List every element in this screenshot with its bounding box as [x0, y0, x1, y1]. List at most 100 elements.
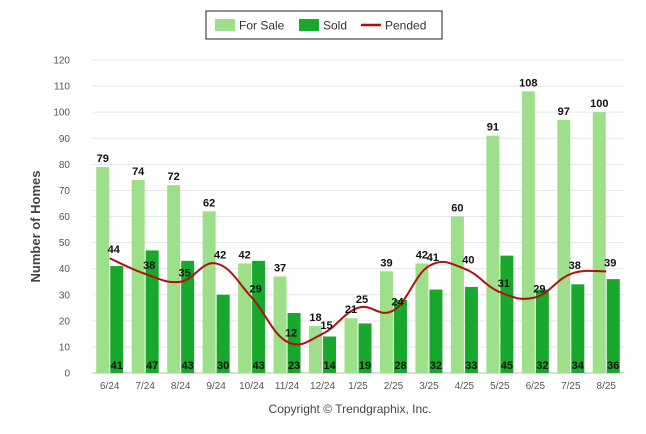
bar-for-sale — [96, 166, 110, 373]
bar-for-sale — [379, 271, 393, 373]
bar-sold — [464, 286, 478, 373]
label-sold: 14 — [323, 360, 336, 372]
bar-for-sale — [238, 263, 252, 373]
label-sold: 41 — [111, 360, 123, 372]
label-for-sale: 91 — [487, 122, 499, 134]
label-for-sale: 97 — [558, 106, 570, 118]
label-sold: 36 — [607, 360, 619, 372]
legend-swatch — [215, 19, 235, 31]
label-for-sale: 100 — [590, 98, 608, 110]
label-pended: 35 — [179, 268, 191, 280]
label-for-sale: 62 — [203, 197, 215, 209]
bar-for-sale — [273, 276, 287, 373]
bar-sold — [393, 299, 407, 373]
x-tick-label: 4/25 — [455, 381, 475, 392]
bar-sold — [110, 266, 124, 373]
x-tick-label: 6/24 — [100, 381, 120, 392]
y-axis-ticks: 0 10 20 30 40 50 60 70 80 90 100 110 120 — [53, 56, 70, 380]
x-tick-label: 9/24 — [206, 381, 226, 392]
label-sold: 23 — [288, 360, 300, 372]
bar-for-sale — [202, 211, 216, 373]
label-sold: 47 — [146, 360, 158, 372]
label-for-sale: 39 — [380, 257, 392, 269]
bar-for-sale — [309, 326, 323, 373]
bar-sold — [535, 289, 549, 373]
pended-line — [109, 257, 607, 346]
x-tick-label: 5/25 — [490, 381, 510, 392]
legend-label: Pended — [385, 19, 426, 33]
x-tick-label: 8/25 — [597, 381, 617, 392]
label-pended: 41 — [427, 252, 439, 264]
label-pended: 40 — [462, 255, 474, 267]
legend-item[interactable]: For Sale — [215, 19, 285, 33]
bar-for-sale — [592, 112, 606, 374]
copyright-text: Copyright © Trendgraphix, Inc. — [269, 402, 432, 416]
x-tick-label: 7/24 — [135, 381, 155, 392]
label-pended: 42 — [214, 249, 226, 261]
y-tick-label: 30 — [59, 290, 71, 301]
legend-item[interactable]: Pended — [361, 19, 426, 33]
legend-item[interactable]: Sold — [299, 19, 347, 33]
label-sold: 43 — [182, 360, 194, 372]
y-tick-label: 40 — [59, 264, 71, 275]
label-for-sale: 42 — [238, 249, 250, 261]
y-tick-label: 80 — [59, 160, 71, 171]
label-for-sale: 74 — [132, 166, 145, 178]
label-sold: 19 — [359, 360, 371, 372]
bar-for-sale — [557, 119, 571, 373]
y-tick-label: 50 — [59, 238, 71, 249]
y-tick-label: 10 — [59, 342, 71, 353]
label-for-sale: 21 — [345, 304, 357, 316]
x-tick-label: 12/24 — [310, 381, 335, 392]
y-tick-label: 60 — [59, 212, 71, 223]
x-tick-label: 10/24 — [239, 381, 264, 392]
bar-for-sale — [521, 91, 535, 374]
bar-for-sale — [450, 216, 464, 373]
x-tick-label: 11/24 — [275, 381, 300, 392]
legend-swatch — [299, 19, 319, 31]
label-sold: 32 — [430, 360, 442, 372]
bar-for-sale — [486, 135, 500, 373]
y-axis-title: Number of Homes — [28, 171, 43, 283]
label-pended: 25 — [356, 294, 368, 306]
label-pended: 29 — [533, 283, 545, 295]
y-tick-label: 100 — [53, 108, 70, 119]
label-for-sale: 42 — [416, 249, 428, 261]
y-tick-label: 110 — [54, 82, 70, 93]
bar-sold — [216, 294, 230, 373]
legend-box — [205, 10, 443, 40]
bar-for-sale — [344, 318, 358, 373]
label-pended: 39 — [604, 257, 616, 269]
bar-for-sale — [167, 185, 181, 373]
label-pended: 15 — [320, 320, 332, 332]
bar-for-sale — [131, 179, 145, 373]
x-tick-label: 6/25 — [526, 381, 546, 392]
x-tick-label: 8/24 — [171, 381, 191, 392]
x-tick-label: 1/25 — [348, 381, 368, 392]
label-pended: 24 — [391, 296, 404, 308]
label-pended: 12 — [285, 328, 297, 340]
legend-label: For Sale — [239, 19, 285, 33]
grid-lines — [92, 59, 624, 374]
y-tick-label: 0 — [64, 369, 70, 380]
y-tick-label: 20 — [59, 316, 71, 327]
label-sold: 33 — [465, 360, 477, 372]
x-tick-label: 3/25 — [419, 381, 439, 392]
label-pended: 38 — [569, 260, 581, 272]
label-pended: 29 — [249, 283, 261, 295]
bar-sold — [500, 255, 514, 373]
label-for-sale: 72 — [168, 171, 180, 183]
bar-sold — [287, 313, 301, 373]
x-tick-label: 2/25 — [384, 381, 404, 392]
legend: For Sale Sold Pended — [205, 10, 443, 40]
label-sold: 43 — [252, 360, 264, 372]
bar-sold — [429, 289, 443, 373]
y-tick-label: 90 — [59, 134, 71, 145]
bar-sold — [181, 260, 195, 373]
label-pended: 38 — [143, 260, 155, 272]
label-pended: 31 — [498, 278, 510, 290]
label-pended: 44 — [108, 244, 121, 256]
data-labels: 79 41 74 47 72 43 62 30 42 43 37 23 18 14 21 19 39 28 42 32… — [97, 77, 620, 372]
label-for-sale: 60 — [451, 203, 463, 215]
